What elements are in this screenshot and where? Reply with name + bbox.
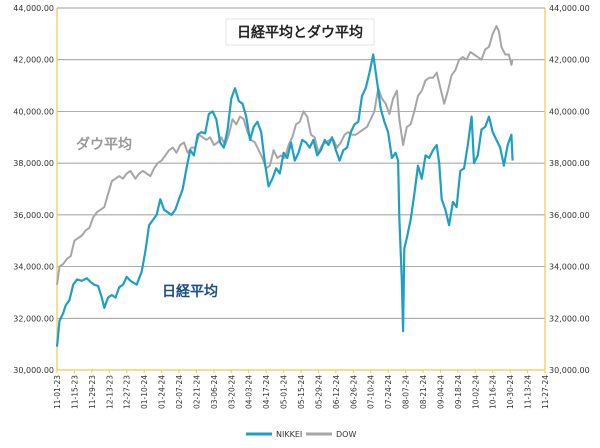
title-box: 日経平均とダウ平均 [225, 18, 375, 46]
x-tick-label: 03-06-24 [210, 375, 219, 409]
x-tick-label: 11-13-24 [524, 375, 533, 409]
annotation-nikkei-box: 日経平均 [154, 277, 226, 303]
x-tick-label: 11-27-24 [541, 375, 550, 409]
y-left-tick-label: 32,000.00 [13, 314, 54, 323]
x-tick-label: 11-01-23 [53, 375, 62, 409]
x-tick-label: 06-26-24 [349, 375, 358, 409]
x-tick-label: 11-15-23 [70, 375, 79, 409]
y-right-tick-label: 40,000.00 [549, 107, 590, 116]
x-tick-label: 12-27-23 [123, 375, 132, 409]
series-lines [55, 25, 514, 347]
y-right-tick-label: 44,000.00 [549, 4, 590, 13]
x-tick-label: 01-10-24 [140, 375, 149, 409]
y-left-tick-label: 40,000.00 [13, 107, 54, 116]
x-tick-label: 01-24-24 [158, 375, 167, 409]
legend: NIKKEI DOW [246, 430, 356, 439]
annotation-dow-box: ダウ平均 [68, 130, 140, 156]
x-tick-label: 10-30-24 [506, 375, 515, 409]
y-right-tick-label: 32,000.00 [549, 314, 590, 323]
x-tick-label: 08-07-24 [402, 375, 411, 409]
x-tick-label: 10-16-24 [489, 375, 498, 409]
dow-line [56, 25, 514, 285]
x-tick-label: 03-20-24 [227, 375, 236, 409]
y-right-tick-label: 38,000.00 [549, 159, 590, 168]
x-tick-label: 05-29-24 [314, 375, 323, 409]
y-axis-right: 30,000.00 32,000.00 34,000.00 36,000.00 38,0… [549, 4, 590, 375]
x-tick-label: 02-07-24 [175, 375, 184, 409]
legend-dow-label: DOW [336, 430, 356, 439]
chart-title: 日経平均とダウ平均 [237, 24, 363, 41]
y-right-tick-label: 30,000.00 [549, 366, 590, 375]
x-tick-label: 10-02-24 [471, 375, 480, 409]
annotation-nikkei: 日経平均 [162, 283, 218, 300]
x-tick-label: 08-21-24 [419, 375, 428, 409]
y-left-tick-label: 36,000.00 [13, 211, 54, 220]
x-tick-label: 04-03-24 [245, 375, 254, 409]
y-right-tick-label: 42,000.00 [549, 56, 590, 65]
y-left-tick-label: 34,000.00 [13, 263, 54, 272]
x-tick-label: 12-13-23 [105, 375, 114, 409]
x-tick-label: 05-15-24 [297, 375, 306, 409]
x-tick-label: 06-12-24 [332, 375, 341, 409]
y-left-tick-label: 38,000.00 [13, 159, 54, 168]
x-tick-label: 09-18-24 [454, 375, 463, 409]
annotation-dow: ダウ平均 [76, 136, 132, 153]
x-tick-label: 09-04-24 [436, 375, 445, 409]
legend-nikkei-label: NIKKEI [276, 430, 302, 439]
y-axis-left: 30,000.00 32,000.00 34,000.00 36,000.00 38,0… [13, 4, 54, 375]
x-tick-label: 02-21-24 [192, 375, 201, 409]
y-left-tick-label: 30,000.00 [13, 366, 54, 375]
gridlines [57, 59, 545, 319]
x-axis: 11-01-23 11-15-23 11-29-23 12-13-23 12-27-23… [53, 370, 550, 409]
y-right-tick-label: 36,000.00 [549, 211, 590, 220]
nikkei-line [55, 53, 514, 347]
y-left-tick-label: 44,000.00 [13, 4, 54, 13]
y-left-tick-label: 42,000.00 [13, 56, 54, 65]
x-tick-label: 07-10-24 [367, 375, 376, 409]
x-tick-label: 04-17-24 [262, 375, 271, 409]
x-tick-label: 11-29-23 [88, 375, 97, 409]
x-tick-label: 07-24-24 [384, 375, 393, 409]
x-tick-label: 05-01-24 [280, 375, 289, 409]
y-right-tick-label: 34,000.00 [549, 263, 590, 272]
